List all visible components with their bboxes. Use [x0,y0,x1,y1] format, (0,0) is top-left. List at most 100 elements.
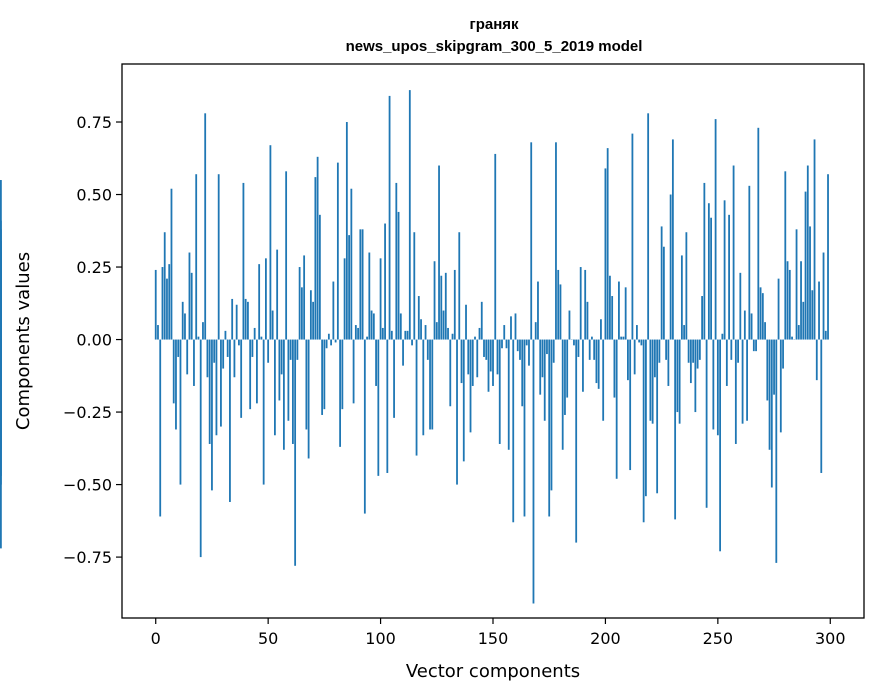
bar [456,339,458,485]
bar [233,339,236,378]
bar [175,339,177,430]
bar [168,264,171,340]
bar [465,304,467,340]
bar [291,339,294,444]
bar [359,229,362,340]
bar [802,301,805,340]
bar [568,310,571,340]
x-tick-label: 300 [815,629,846,648]
bar [746,339,748,421]
bar [541,339,544,378]
bar [327,333,330,340]
bar [705,339,708,508]
bar [786,261,789,340]
bar [251,339,254,357]
bar [485,339,488,360]
bar [181,301,184,340]
bar [476,339,479,378]
bar [537,281,539,340]
bar [413,232,416,340]
bar [352,339,355,404]
bar [348,235,350,340]
bar [512,339,515,523]
bar [274,339,276,436]
y-tick-label: −0.25 [63,403,112,422]
x-axis-label: Vector components [406,661,580,682]
bar [379,258,382,340]
bar [345,122,348,340]
bar [213,339,216,363]
bar [276,249,279,340]
bar [680,255,683,340]
bar [766,339,769,401]
bar [622,336,625,340]
bar [494,153,497,340]
bar [471,339,474,386]
bar [211,339,213,491]
bar [280,339,283,375]
bar [676,339,679,413]
bar [390,330,393,340]
bar [791,336,793,340]
bar [555,142,557,340]
bar [262,339,265,485]
bar [253,327,256,340]
bar [759,287,762,340]
bar [341,339,344,410]
bar [0,339,2,386]
bar [336,162,339,340]
bar [307,339,310,459]
bar [343,258,346,340]
bar [577,339,580,357]
bar [665,339,668,360]
bar [433,261,436,340]
bar [300,287,303,340]
bar [710,217,712,340]
x-axis-ticks: 0 50 100 150 200 250 300 [151,618,846,648]
bar [564,339,566,415]
bar [422,339,425,436]
bar [642,339,645,523]
bar [800,261,802,340]
bar [166,278,168,340]
bar [779,339,782,433]
bar [296,339,299,360]
bar [521,339,524,407]
plot-frame [121,63,865,619]
bar [350,188,353,340]
bar [354,325,357,340]
bar [532,339,535,604]
bar [685,232,688,340]
bar [193,339,195,386]
bars-group [0,90,829,604]
bar [298,267,301,340]
bar [186,339,189,375]
bar [258,264,261,340]
bar [645,339,647,497]
bar [231,298,234,340]
bar [314,177,317,340]
bar [312,301,315,340]
bar [447,327,449,340]
bar [757,127,760,340]
bar [395,182,398,340]
bar [689,339,692,384]
bar [249,339,252,410]
bar [750,313,753,340]
y-tick-label: 0.00 [76,331,112,350]
bar [0,339,2,549]
bar [636,325,638,340]
bar [469,339,472,433]
bar [460,339,463,384]
bar [707,203,710,340]
bar [804,191,807,340]
bar [582,339,584,392]
bar [633,339,636,375]
x-tick-label: 200 [590,629,621,648]
bar [822,252,825,340]
bar [197,336,200,340]
x-tick-label: 50 [258,629,278,648]
bar [316,156,319,340]
bar [725,339,728,386]
